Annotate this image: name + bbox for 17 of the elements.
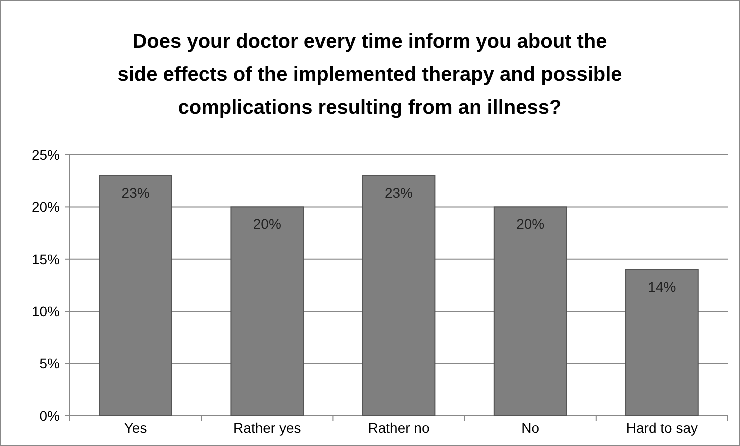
y-tick-label: 5%	[40, 356, 60, 372]
data-label: 23%	[122, 184, 150, 201]
data-label: 20%	[253, 216, 282, 232]
data-label: 20%	[516, 216, 545, 232]
x-tick-label: Rather yes	[234, 420, 302, 436]
data-label: 23%	[384, 184, 414, 201]
y-tick-label: 0%	[40, 408, 60, 424]
y-tick-label: 25%	[32, 146, 60, 163]
x-tick-label: Yes	[124, 420, 148, 436]
x-tick-label: Rather no	[368, 420, 430, 436]
chart-title: Does your doctor every time inform you about the side effects of the implemented therapy and possible complications resulting from an illness?	[118, 31, 622, 119]
data-label: 14%	[648, 278, 676, 295]
x-tick-label: Hard to say	[626, 420, 698, 436]
y-tick-label: 20%	[32, 199, 60, 216]
y-tick-label: 15%	[32, 251, 60, 268]
x-tick-label: No	[522, 420, 540, 436]
y-tick-label: 10%	[32, 304, 60, 320]
